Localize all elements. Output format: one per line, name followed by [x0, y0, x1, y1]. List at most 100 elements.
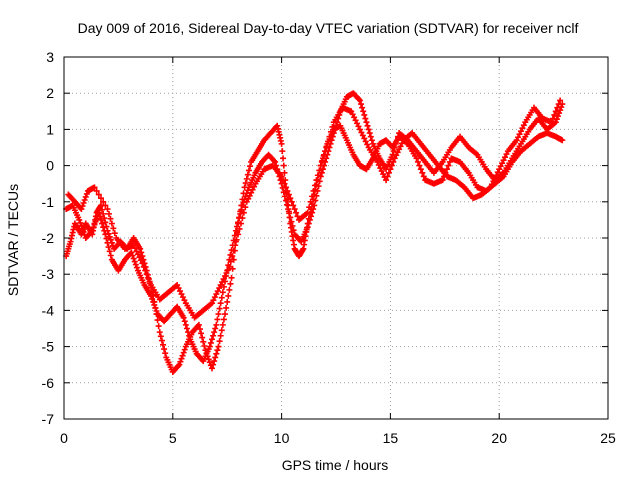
- data-point: [142, 267, 149, 274]
- data-point: [160, 341, 167, 348]
- data-point: [177, 288, 184, 295]
- data-point: [391, 155, 398, 162]
- data-point: [138, 249, 145, 256]
- data-point: [83, 190, 90, 197]
- data-point: [290, 227, 297, 234]
- data-point: [356, 97, 363, 104]
- data-point: [364, 141, 371, 148]
- data-point: [351, 114, 358, 121]
- data-point: [322, 148, 329, 155]
- data-point: [246, 192, 253, 199]
- y-tick-label: -7: [42, 411, 55, 427]
- data-point: [445, 162, 452, 169]
- data-point: [238, 206, 245, 213]
- data-point: [132, 261, 139, 268]
- data-point: [95, 209, 102, 216]
- data-point: [228, 274, 235, 281]
- data-point: [555, 101, 562, 108]
- data-point: [224, 266, 231, 273]
- data-point: [557, 97, 564, 104]
- data-point: [105, 244, 112, 251]
- data-point: [81, 196, 88, 203]
- data-point: [206, 343, 213, 350]
- data-point: [210, 297, 217, 304]
- data-point: [89, 227, 96, 234]
- data-point: [95, 191, 102, 198]
- data-point: [348, 108, 355, 115]
- data-point: [198, 330, 205, 337]
- data-point: [97, 216, 104, 223]
- data-point: [195, 321, 202, 328]
- data-point: [306, 204, 313, 211]
- data-point: [396, 146, 403, 153]
- data-point: [215, 343, 222, 350]
- data-point: [291, 206, 298, 213]
- data-point: [280, 177, 287, 184]
- data-point: [143, 271, 150, 278]
- data-point: [186, 332, 193, 339]
- data-point: [244, 171, 251, 178]
- data-point: [78, 206, 85, 213]
- chart-title: Day 009 of 2016, Sidereal Day-to-day VTE…: [78, 20, 579, 36]
- data-point: [280, 189, 287, 196]
- data-point: [199, 334, 206, 341]
- data-point: [556, 110, 563, 117]
- data-point: [559, 137, 566, 144]
- data-point: [356, 126, 363, 133]
- data-point: [212, 354, 219, 361]
- data-point: [185, 329, 192, 336]
- data-point: [102, 202, 109, 209]
- data-point: [279, 148, 286, 155]
- data-point: [100, 198, 107, 205]
- data-point: [383, 177, 390, 184]
- data-point: [197, 326, 203, 333]
- data-point: [176, 361, 183, 368]
- data-point: [153, 308, 160, 315]
- data-point: [102, 219, 109, 226]
- data-point: [178, 355, 185, 362]
- data-point: [183, 325, 190, 332]
- data-point: [220, 283, 227, 290]
- x-tick-label: 0: [60, 430, 68, 446]
- data-point: [178, 291, 185, 298]
- data-point: [281, 169, 288, 176]
- data-point: [519, 125, 526, 132]
- data-point: [140, 263, 147, 270]
- data-point: [390, 148, 397, 155]
- data-point: [488, 181, 495, 188]
- data-point: [154, 317, 161, 324]
- data-point: [217, 282, 224, 289]
- data-point: [179, 352, 186, 359]
- data-point: [78, 222, 85, 229]
- data-point: [552, 108, 559, 115]
- data-point: [287, 214, 294, 221]
- data-point: [207, 339, 214, 346]
- data-point: [76, 216, 83, 223]
- data-point: [366, 130, 373, 137]
- data-point: [251, 183, 258, 190]
- data-point: [237, 220, 244, 227]
- data-point: [139, 260, 146, 267]
- y-tick-label: -1: [42, 194, 55, 210]
- data-point: [212, 325, 219, 332]
- data-point: [106, 248, 113, 255]
- data-point: [554, 104, 561, 111]
- data-point: [152, 304, 159, 311]
- data-point: [394, 149, 401, 156]
- y-tick-label: 0: [46, 158, 54, 174]
- data-point: [242, 204, 249, 211]
- data-point: [208, 300, 215, 307]
- data-point: [307, 213, 314, 220]
- y-tick-label: 3: [46, 49, 54, 65]
- data-point: [90, 224, 97, 231]
- data-point: [333, 122, 339, 129]
- data-point: [132, 245, 139, 252]
- data-point: [359, 132, 366, 139]
- data-point: [288, 218, 295, 225]
- y-axis-label: SDTVAR / TECUs: [5, 184, 21, 296]
- data-point: [99, 220, 106, 227]
- data-point: [233, 236, 240, 243]
- data-point: [225, 292, 232, 299]
- data-point: [226, 263, 233, 270]
